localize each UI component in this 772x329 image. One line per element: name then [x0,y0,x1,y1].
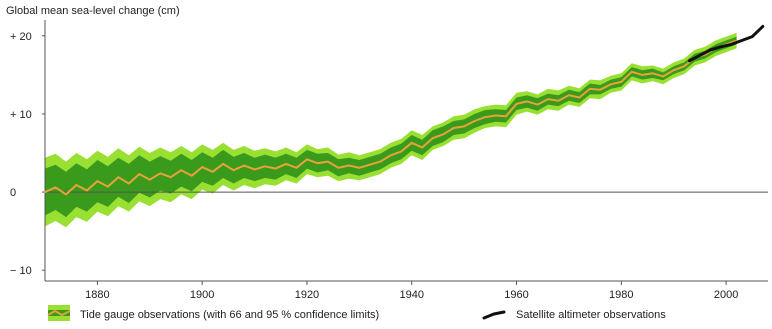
tide-gauge-point [75,184,78,186]
tide-gauge-point [264,165,266,168]
tide-gauge-point [515,102,518,105]
tide-gauge-point [159,172,162,175]
tide-gauge-point [169,176,172,179]
tide-gauge-point [86,189,88,192]
satellite-point [730,43,733,46]
satellite-point [719,45,723,48]
tide-gauge-point [651,72,654,75]
tide-gauge-point [400,150,403,153]
tide-gauge-point [222,163,224,165]
tide-gauge-point [54,186,57,189]
confidence-band-95 [45,32,737,228]
tide-gauge-point [295,167,298,169]
tide-gauge-point [526,100,528,103]
tide-gauge-point [190,174,193,177]
x-tick-label: 2000 [714,289,738,301]
tide-gauge-point [589,88,591,90]
legend-swatch-satellite-line [482,310,506,320]
tide-gauge-point [599,88,602,91]
tide-gauge-point [568,94,570,96]
tide-gauge-point [505,115,507,118]
y-tick-label: + 10 [10,109,32,121]
tide-gauge-point [421,146,424,149]
tide-gauge-point [547,98,549,100]
tide-gauge-point [358,167,361,169]
tide-gauge-point [348,164,350,167]
tide-gauge-point [138,173,141,175]
tide-gauge-point [662,75,665,78]
x-tick-label: 1980 [609,289,633,301]
series-lines [44,24,765,196]
tide-gauge-point [253,168,256,171]
satellite-series-line [687,24,765,63]
tide-gauge-point [65,193,67,196]
tide-gauge-point [442,133,444,136]
tide-gauge-point [211,170,214,173]
tide-gauge-point [641,74,644,76]
tide-gauge-point [107,185,109,188]
tide-gauge-point [410,142,413,144]
tide-gauge-point [630,70,633,73]
x-tick-label: 1880 [85,289,109,301]
x-tick-label: 1920 [295,289,319,301]
x-tick-label: 1900 [190,289,214,301]
legend-tide-gauge-label: Tide gauge observations (with 66 and 95 … [80,309,379,321]
y-axis-title: Global mean sea-level change (cm) [6,5,180,17]
tide-gauge-point [327,160,329,163]
tide-gauge-point [431,137,434,139]
legend: Tide gauge observations (with 66 and 95 … [47,305,666,321]
tide-gauge-point [379,160,382,163]
tide-gauge-point [316,162,319,164]
satellite-point [698,54,702,57]
tide-gauge-point [148,178,151,181]
tide-gauge-point [180,169,183,171]
y-tick-label: 0 [10,187,16,199]
legend-satellite-label: Satellite altimeter observations [516,309,666,321]
tide-gauge-point [484,116,486,118]
tide-gauge-point [683,65,685,68]
satellite-point [761,25,764,28]
tide-gauge-point [337,167,340,169]
satellite-point [751,35,754,38]
axes [42,20,768,285]
tide-gauge-point [306,158,308,161]
tide-gauge-point [44,191,46,193]
tide-gauge-point [610,83,612,86]
tide-gauge-point [117,176,120,179]
tide-gauge-point [557,99,560,102]
tide-gauge-point [389,154,392,157]
tide-gauge-point [201,166,203,168]
tide-gauge-point [494,114,497,117]
tide-gauge-point [578,96,581,99]
tide-gauge-point [369,163,371,166]
chart-labels: Global mean sea-level change (cm) + 20 + … [6,5,738,301]
tide-gauge-point [96,180,99,182]
tide-gauge-point [463,125,465,128]
tide-gauge-point [452,127,455,129]
tide-gauge-point [232,169,235,171]
tide-gauge-point [274,167,277,170]
tide-gauge-point [672,69,675,71]
x-tick-label: 1960 [504,289,528,301]
tide-gauge-point [243,164,245,167]
tide-gauge-point [285,163,287,165]
satellite-point [740,39,744,42]
tide-gauge-point [536,103,539,106]
satellite-point [709,48,712,52]
satellite-point [688,59,691,63]
y-tick-label: − 10 [10,265,32,277]
x-tick-label: 1940 [399,289,423,301]
legend-swatch-tide-line [47,309,71,317]
confidence-bands [45,32,737,228]
tide-gauge-point [128,182,130,185]
y-tick-label: + 20 [10,31,32,43]
tide-gauge-point [473,120,476,122]
tide-gauge-point [620,81,623,83]
confidence-band-66 [45,36,737,218]
